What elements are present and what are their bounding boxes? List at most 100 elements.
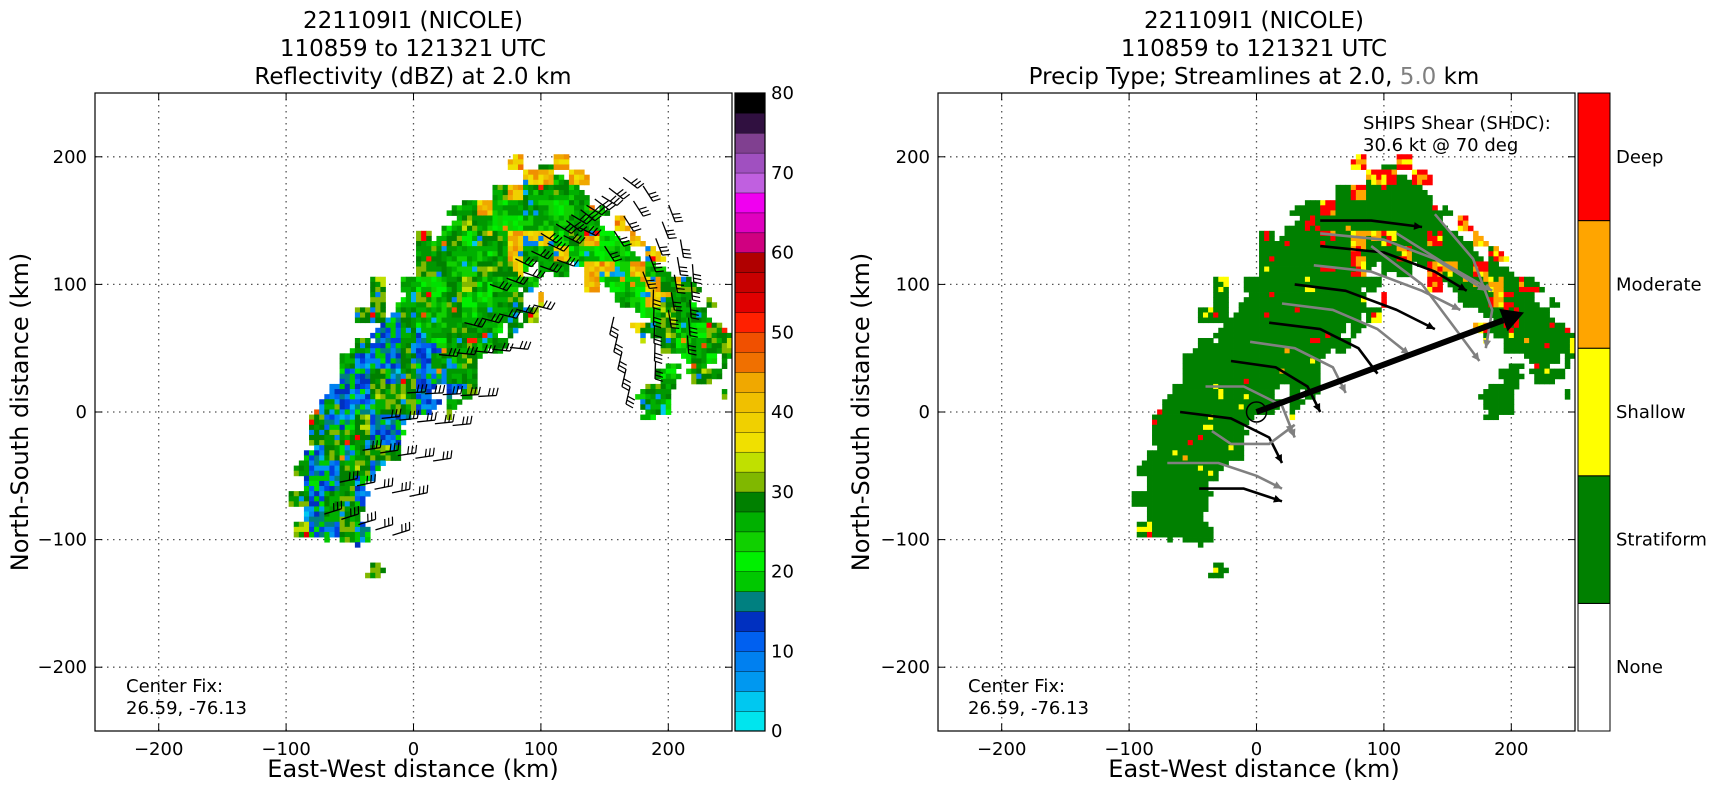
wind-barb-staff (492, 348, 511, 352)
precip-cell (1478, 394, 1484, 400)
dbz-cell (380, 373, 386, 380)
dbz-cell (568, 169, 575, 176)
precip-cell (1401, 189, 1408, 196)
dbz-cell (339, 521, 346, 528)
dbz-cell (359, 399, 366, 405)
precip-cell (1274, 312, 1280, 318)
dbz-cell (390, 358, 397, 364)
wind-barb-staff (456, 352, 475, 356)
wind-barb-flag (418, 486, 421, 495)
dbz-cell (314, 429, 320, 436)
wind-barb-flag (473, 317, 479, 326)
wind-barb-flag (625, 403, 634, 409)
precip-cell (1427, 215, 1433, 221)
dbz-cell (395, 322, 402, 329)
dbz-cell (472, 368, 478, 375)
dbz-cell (370, 572, 376, 579)
wind-barb-flag (579, 214, 587, 221)
precip-cell (1498, 368, 1505, 375)
dbz-cell (589, 286, 595, 293)
dbz-cell (324, 399, 330, 405)
dbz-cell (472, 241, 478, 247)
dbz-cell (650, 332, 656, 339)
precip-cell (1371, 195, 1377, 201)
dbz-cell (314, 460, 320, 466)
precip-cell (1264, 353, 1270, 359)
dbz-cell (492, 266, 498, 273)
precip-cell (1534, 373, 1540, 380)
precip-cell (1417, 174, 1423, 181)
precip-cell (1167, 486, 1173, 492)
dbz-cell (619, 246, 626, 252)
wind-barb-flag (487, 387, 491, 397)
dbz-cell (303, 491, 310, 497)
wind-barb-flag (448, 414, 451, 423)
dbz-cell (431, 266, 437, 273)
dbz-cell (339, 378, 346, 385)
precip-cell (1376, 215, 1382, 221)
dbz-cell (579, 256, 585, 262)
dbz-cell (721, 343, 728, 349)
precip-cell (1233, 363, 1240, 370)
precip-cell (1355, 241, 1362, 247)
precip-cell (1559, 348, 1566, 354)
precip-cell (1223, 302, 1229, 308)
dbz-cell (426, 327, 432, 334)
precip-cell (1167, 470, 1173, 477)
precip-cell (1467, 251, 1474, 257)
precip-cell (1202, 465, 1209, 472)
precip-cell (1340, 256, 1347, 262)
precip-cell (1360, 276, 1367, 283)
dbz-cell (665, 317, 672, 324)
precip-cell (1228, 337, 1234, 344)
dbz-cell (696, 327, 702, 334)
dbz-cell (584, 266, 590, 273)
dbz-cell (431, 286, 437, 293)
x-tick-label: 100 (524, 739, 558, 760)
precip-cell (1259, 343, 1265, 349)
precip-cell (1192, 373, 1199, 380)
precip-cell (1218, 368, 1224, 375)
precip-cell (1350, 302, 1357, 308)
dbz-cell (543, 195, 549, 201)
precip-cell (1508, 292, 1515, 298)
precip-cell (1289, 343, 1296, 349)
dbz-cell (451, 399, 458, 405)
dbz-cell (441, 297, 448, 303)
dbz-cell (635, 241, 641, 247)
precip-cell (1279, 235, 1285, 242)
precip-cell (1146, 531, 1153, 538)
precip-cell (1284, 317, 1291, 324)
dbz-cell (467, 383, 473, 390)
dbz-cell (416, 235, 422, 242)
dbz-cell (619, 292, 626, 298)
precip-cell (1279, 337, 1285, 344)
precip-cell (1534, 281, 1540, 288)
precip-cell (1386, 241, 1392, 247)
precip-cell (1289, 353, 1296, 359)
dbz-cell (665, 327, 672, 334)
dbz-cell (472, 200, 478, 206)
dbz-cell (385, 348, 391, 354)
dbz-cell (533, 225, 539, 232)
dbz-cell (410, 358, 417, 364)
dbz-cell (303, 516, 310, 523)
dbz-cell (461, 343, 468, 349)
streamline-arrowhead (1483, 339, 1492, 349)
dbz-cell (446, 332, 453, 339)
wind-barb-flag (580, 226, 588, 232)
precip-cell (1192, 358, 1199, 364)
precip-cell (1253, 317, 1260, 324)
precip-cell (1259, 256, 1265, 262)
precip-cell (1274, 241, 1280, 247)
wind-barb-staff (653, 343, 656, 362)
precip-cell (1259, 297, 1265, 303)
precip-cell (1534, 348, 1540, 354)
dbz-cell (421, 297, 427, 303)
dbz-cell (497, 261, 504, 267)
precip-cell (1564, 343, 1571, 349)
precip-cell (1345, 297, 1352, 303)
dbz-cell (375, 419, 381, 426)
precip-cell (1157, 511, 1163, 518)
precip-cell (1315, 256, 1321, 262)
